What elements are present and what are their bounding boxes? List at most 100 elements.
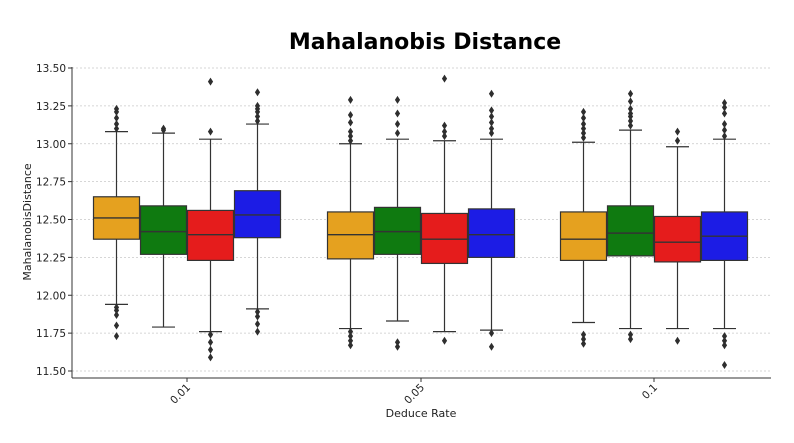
outlier-point bbox=[627, 97, 634, 106]
outlier-point bbox=[254, 327, 261, 336]
y-tick-label: 12.25 bbox=[36, 252, 66, 264]
outlier-point bbox=[488, 329, 495, 338]
y-tick-label: 13.00 bbox=[36, 139, 66, 151]
box-iqr bbox=[653, 215, 702, 263]
y-tick-label: 13.50 bbox=[36, 63, 66, 75]
outlier-point bbox=[254, 312, 261, 321]
outlier-point bbox=[113, 104, 120, 113]
outlier-point bbox=[394, 338, 401, 347]
outlier-point bbox=[207, 77, 214, 86]
box-iqr bbox=[559, 211, 608, 262]
outlier-point bbox=[113, 310, 120, 319]
box-series-3-0.05 bbox=[420, 74, 469, 345]
box-series-2-0.1 bbox=[606, 89, 655, 344]
outlier-point bbox=[254, 112, 261, 121]
outlier-point bbox=[207, 338, 214, 347]
outlier-point bbox=[580, 124, 587, 133]
outlier-point bbox=[488, 106, 495, 115]
box-plots bbox=[92, 74, 749, 369]
outlier-point bbox=[347, 332, 354, 341]
outlier-point bbox=[347, 127, 354, 136]
outlier-point bbox=[254, 88, 261, 97]
box-iqr bbox=[467, 208, 516, 258]
outlier-point bbox=[627, 89, 634, 98]
outlier-point bbox=[394, 342, 401, 351]
outlier-point bbox=[627, 109, 634, 118]
outlier-point bbox=[488, 89, 495, 98]
outlier-point bbox=[627, 121, 634, 130]
box-series-3-0.1 bbox=[653, 127, 702, 345]
outlier-point bbox=[347, 110, 354, 119]
outlier-point bbox=[580, 330, 587, 339]
box-iqr bbox=[186, 209, 235, 262]
outlier-point bbox=[113, 120, 120, 129]
outlier-point bbox=[488, 112, 495, 121]
box-iqr bbox=[233, 190, 282, 239]
outlier-point bbox=[207, 353, 214, 362]
outlier-point bbox=[580, 339, 587, 348]
outlier-point bbox=[580, 133, 587, 142]
outlier-point bbox=[488, 129, 495, 138]
box-series-3-0.01 bbox=[186, 77, 235, 362]
box-series-1-0.01 bbox=[92, 104, 141, 341]
outlier-point bbox=[394, 129, 401, 138]
outlier-point bbox=[441, 132, 448, 141]
outlier-point bbox=[721, 126, 728, 135]
outlier-point bbox=[721, 336, 728, 345]
outlier-point bbox=[347, 341, 354, 350]
outlier-point bbox=[394, 95, 401, 104]
outlier-point bbox=[394, 120, 401, 129]
outlier-point bbox=[394, 109, 401, 118]
outlier-point bbox=[254, 117, 261, 126]
outlier-point bbox=[441, 336, 448, 345]
outlier-point bbox=[441, 127, 448, 136]
outlier-point bbox=[113, 332, 120, 341]
outlier-point bbox=[580, 107, 587, 116]
outlier-point bbox=[721, 132, 728, 141]
x-tick-label: 0.1 bbox=[640, 382, 660, 402]
x-axis-label: Deduce Rate bbox=[386, 407, 457, 420]
outlier-point bbox=[721, 360, 728, 369]
outlier-point bbox=[721, 120, 728, 129]
outlier-point bbox=[488, 342, 495, 351]
outlier-point bbox=[254, 307, 261, 316]
y-tick-label: 11.75 bbox=[36, 328, 66, 340]
x-tick-label: 0.01 bbox=[168, 382, 193, 407]
outlier-point bbox=[207, 330, 214, 339]
outlier-point bbox=[347, 327, 354, 336]
box-series-2-0.05 bbox=[373, 95, 422, 351]
box-iqr bbox=[606, 205, 655, 257]
y-tick-label: 12.75 bbox=[36, 177, 66, 189]
outlier-point bbox=[254, 320, 261, 329]
outlier-point bbox=[721, 98, 728, 107]
outlier-point bbox=[674, 127, 681, 136]
y-tick-label: 12.00 bbox=[36, 290, 66, 302]
x-tick-label: 0.05 bbox=[402, 382, 427, 407]
box-series-1-0.1 bbox=[559, 107, 608, 348]
outlier-point bbox=[113, 113, 120, 122]
outlier-point bbox=[347, 336, 354, 345]
box-iqr bbox=[139, 205, 188, 255]
y-tick-label: 11.50 bbox=[36, 366, 66, 378]
outlier-point bbox=[721, 103, 728, 112]
outlier-point bbox=[113, 303, 120, 312]
outlier-point bbox=[721, 332, 728, 341]
outlier-point bbox=[207, 345, 214, 354]
box-series-2-0.01 bbox=[139, 124, 188, 328]
outlier-point bbox=[347, 95, 354, 104]
outlier-point bbox=[721, 109, 728, 118]
box-series-4-0.05 bbox=[467, 89, 516, 351]
outlier-point bbox=[347, 132, 354, 141]
box-series-4-0.1 bbox=[700, 98, 749, 369]
outlier-point bbox=[627, 330, 634, 339]
outlier-point bbox=[580, 335, 587, 344]
outlier-point bbox=[627, 117, 634, 126]
outlier-point bbox=[441, 121, 448, 130]
outlier-point bbox=[580, 120, 587, 129]
outlier-point bbox=[627, 104, 634, 113]
outlier-point bbox=[207, 127, 214, 136]
box-iqr bbox=[420, 212, 469, 265]
y-tick-label: 12.50 bbox=[36, 215, 66, 227]
outlier-point bbox=[347, 136, 354, 145]
